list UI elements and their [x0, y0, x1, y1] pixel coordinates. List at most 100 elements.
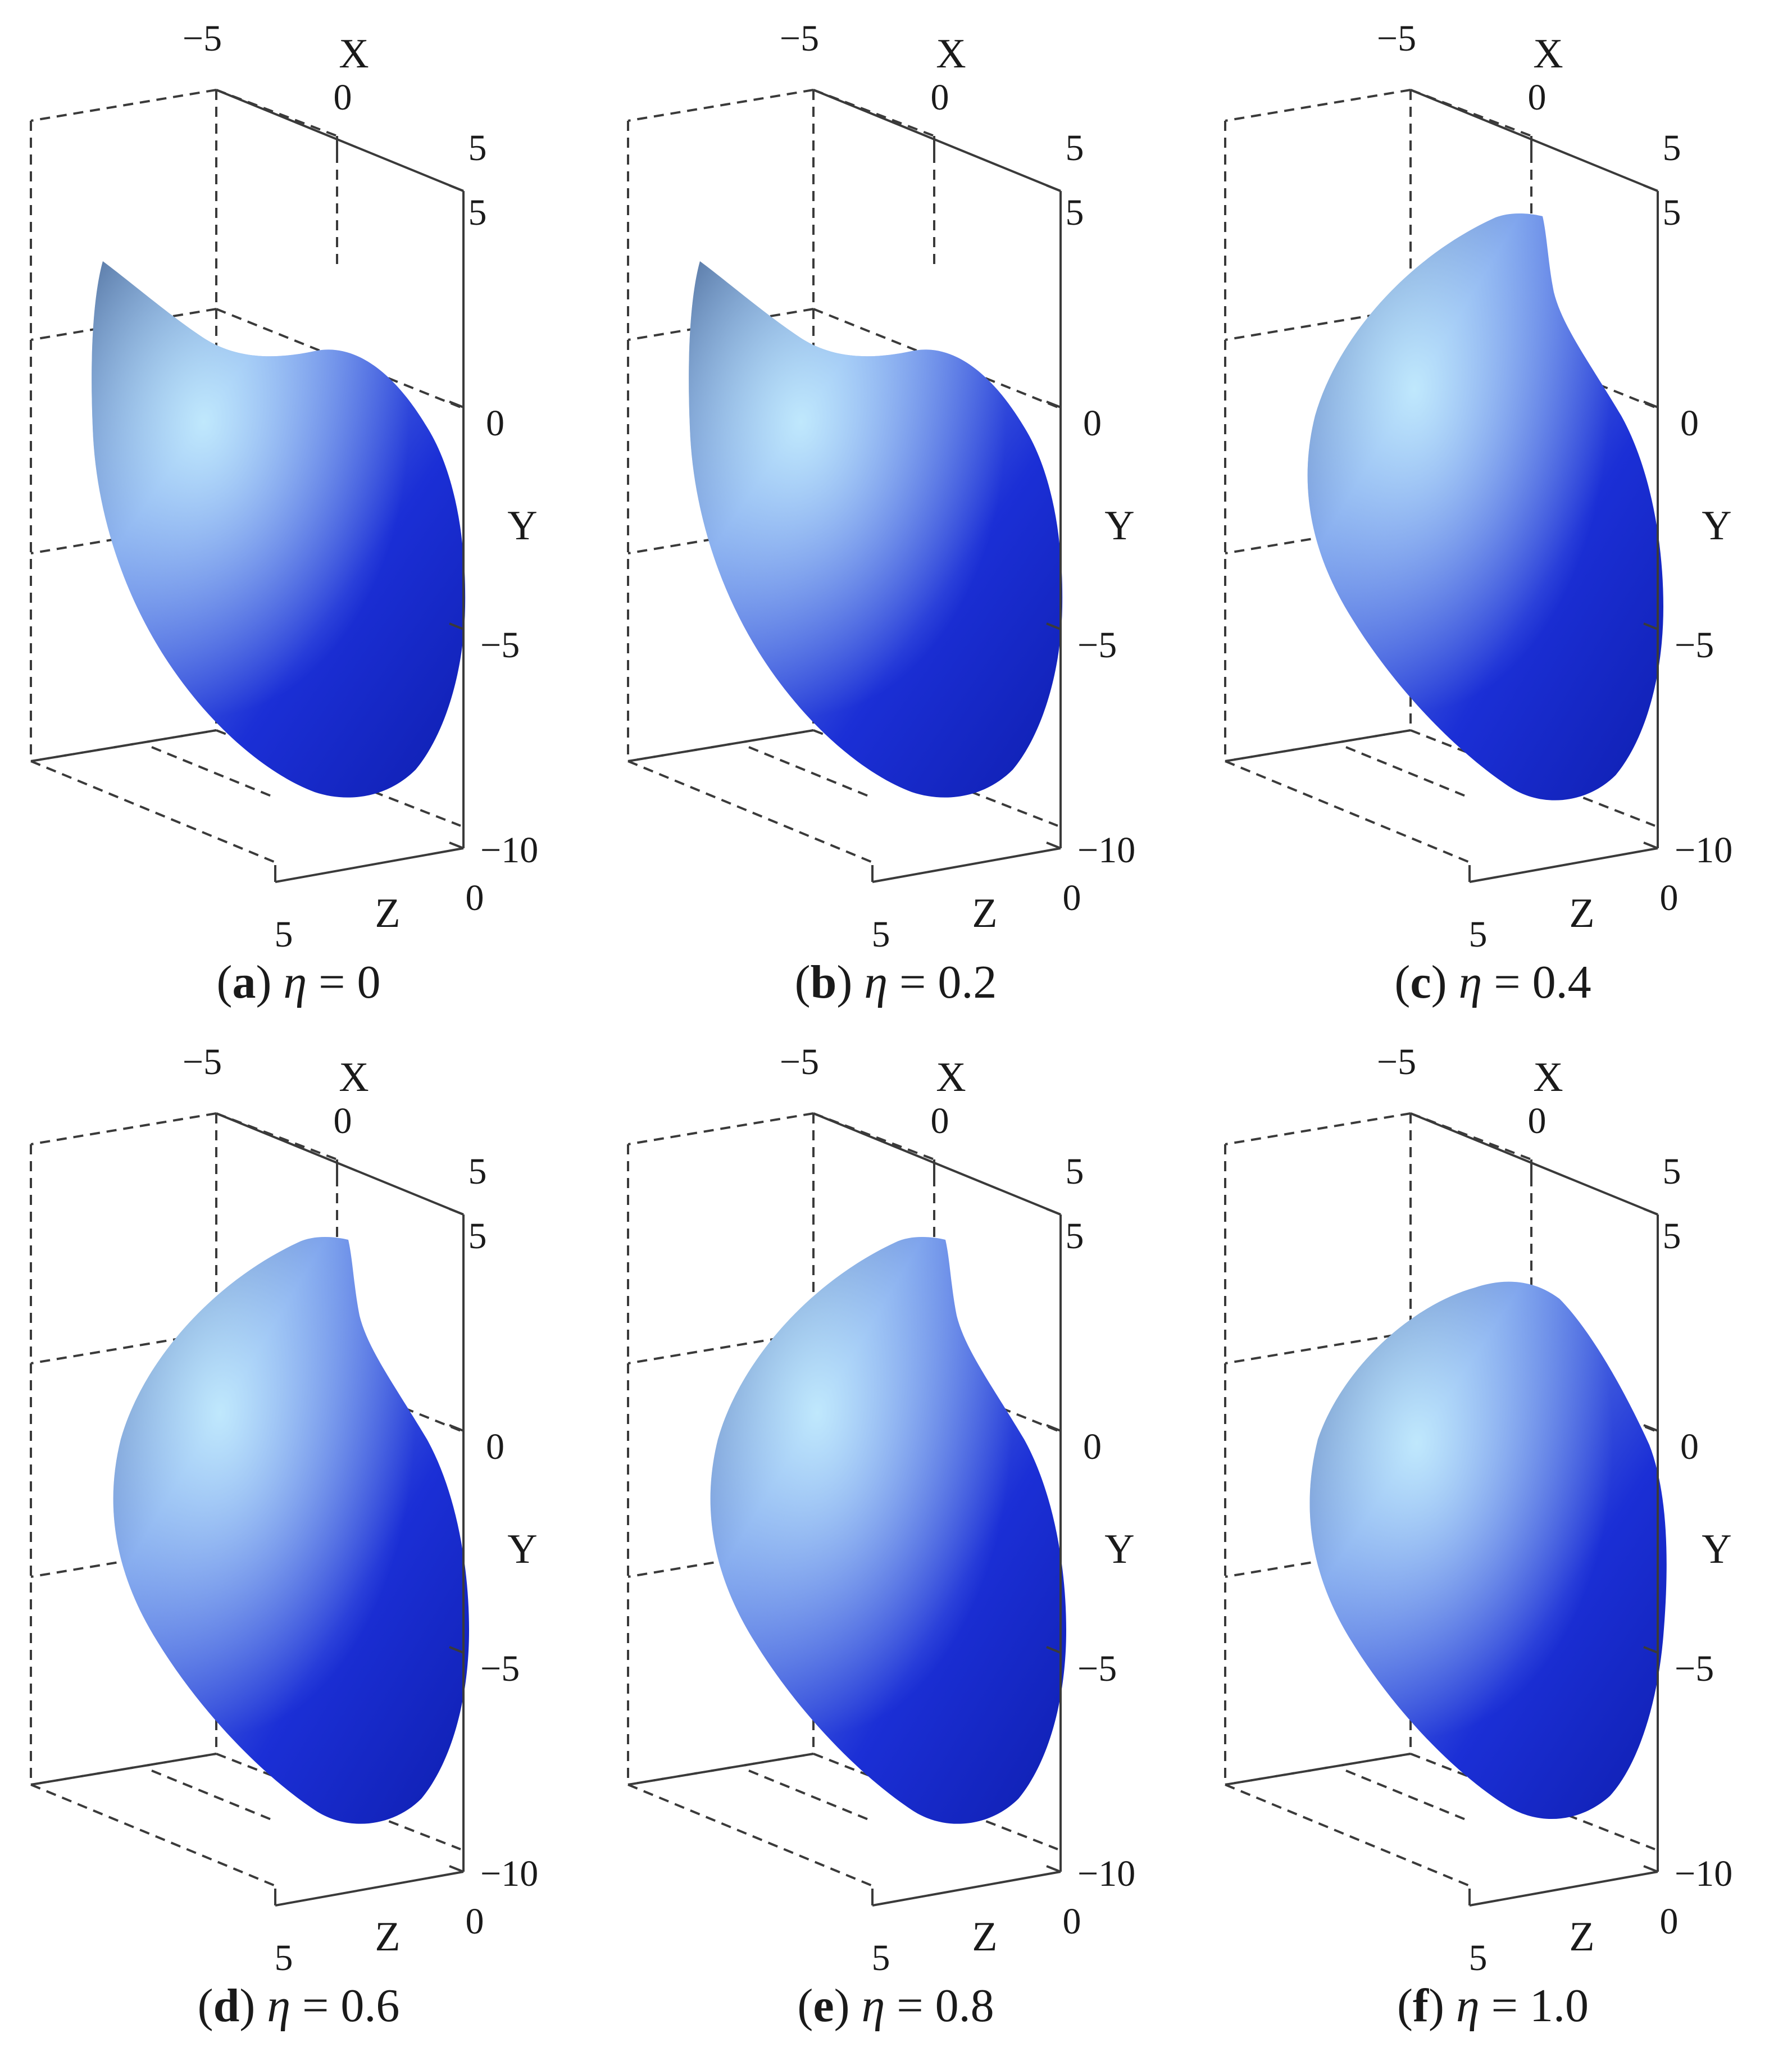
y-tick-label-neg10: −10	[480, 1853, 538, 1894]
y-tick-3	[1643, 841, 1658, 849]
y-axis-title: Y	[1702, 1526, 1731, 1572]
back-edge-top	[1225, 1112, 1411, 1145]
caption-paren-open: (	[1394, 956, 1411, 1008]
caption-paren-close: )	[1428, 1980, 1456, 2032]
y-tick-label-neg10: −10	[480, 830, 538, 871]
panel-c: −5 0 5 X 5 0 −5 −10 Y 5 0 Z (c) η = 0.4	[1194, 0, 1791, 1024]
y-tick-3	[1643, 1865, 1658, 1873]
x-axis	[813, 1112, 1061, 1216]
y-tick-label-neg10: −10	[1675, 830, 1732, 871]
z-tick-label-0: 0	[466, 1901, 484, 1942]
caption-paren-open: (	[797, 1980, 813, 2032]
caption-paren-open: (	[197, 1980, 213, 2032]
surface-highlight	[710, 1237, 1066, 1824]
caption-letter: b	[810, 956, 837, 1008]
caption-paren-close: )	[256, 956, 284, 1008]
z-axis-title: Z	[375, 890, 400, 936]
floor-edge-front	[1225, 1784, 1470, 1887]
y-tick-1	[449, 1424, 464, 1432]
caption-symbol: η	[864, 956, 888, 1008]
x-tick-label-5: 5	[1663, 1151, 1681, 1192]
y-tick-0	[1046, 1208, 1061, 1216]
caption-value: = 1.0	[1479, 1980, 1589, 2032]
y-tick-label-5: 5	[1663, 192, 1681, 233]
x-tick-label-5: 5	[469, 1151, 487, 1192]
y-tick-label-5: 5	[1066, 1216, 1084, 1257]
y-tick-label-0: 0	[1083, 1426, 1102, 1467]
y-axis-title: Y	[1702, 503, 1731, 549]
y-tick-1	[1046, 401, 1061, 408]
floor-edge-front	[30, 760, 276, 863]
surface-highlight	[1309, 1281, 1667, 1819]
y-tick-label-neg5: −5	[1675, 625, 1714, 666]
y-tick-3	[1046, 841, 1061, 849]
y-tick-0	[449, 184, 464, 192]
floor-gridline	[748, 746, 873, 799]
z-tick-label-0: 0	[1063, 1901, 1081, 1942]
z-axis	[1469, 1871, 1658, 1907]
z-axis	[275, 1871, 464, 1907]
floor-gridline	[151, 1769, 276, 1822]
y-tick-2	[1046, 622, 1061, 630]
y-axis-title: Y	[1104, 1526, 1134, 1572]
z-tick-label-5: 5	[872, 914, 890, 955]
caption-value: = 0	[307, 956, 381, 1008]
x-axis	[1410, 89, 1658, 192]
back-edge-top	[627, 1112, 814, 1145]
floor-edge-front	[1225, 760, 1470, 863]
x-axis-title: X	[1533, 31, 1563, 77]
panel-caption: (f) η = 1.0	[1194, 1978, 1791, 2033]
caption-value: = 0.4	[1482, 956, 1591, 1008]
x-axis-title: X	[339, 1054, 369, 1100]
surface-highlight	[689, 261, 1063, 798]
plot-3d-c: −5 0 5 X 5 0 −5 −10 Y 5 0 Z	[1224, 18, 1732, 955]
z-tick-label-0: 0	[1660, 1901, 1679, 1942]
gridline-left-0	[627, 1331, 814, 1364]
z-axis	[1469, 847, 1658, 883]
panel-b: −5 0 5 X 5 0 −5 −10 Y 5 0 Z (b) η = 0.2	[597, 0, 1194, 1024]
gridline-left-0	[1225, 1331, 1411, 1364]
panel-d: −5 0 5 X 5 0 −5 −10 Y 5 0 Z (d) η = 0.6	[0, 1024, 597, 2047]
x-axis	[216, 89, 464, 192]
floor-gridline	[1345, 1769, 1470, 1822]
back-edge-top	[1225, 89, 1411, 122]
caption-paren-open: (	[1397, 1980, 1413, 2032]
y-tick-label-5: 5	[1663, 1216, 1681, 1257]
gridline-back-1	[216, 1331, 461, 1432]
y-tick-label-0: 0	[1680, 1426, 1699, 1467]
gridline-back-1	[216, 308, 461, 408]
y-tick-3	[1046, 1865, 1061, 1873]
floor-gridline	[1345, 746, 1470, 799]
plot-3d-a: −5 0 5 X 5 0 −5 −10 Y 5 0 Z	[30, 18, 538, 955]
gridline-back-1	[813, 1331, 1058, 1432]
x-tick-label-5: 5	[469, 128, 487, 169]
x-tick-label-5: 5	[1066, 128, 1084, 169]
floor-edge-front	[30, 1784, 276, 1887]
caption-symbol: η	[267, 1980, 290, 2032]
x-tick-label-neg5: −5	[780, 18, 819, 59]
x-tick-label-0: 0	[931, 1100, 949, 1141]
gridline-left-0	[30, 1331, 217, 1364]
z-tick-label-5: 5	[275, 914, 293, 955]
z-tick-label-0: 0	[1063, 877, 1081, 918]
x-tick-label-0: 0	[334, 1100, 352, 1141]
caption-value: = 0.8	[885, 1980, 994, 2032]
gridline-left-2	[30, 729, 217, 762]
y-tick-2	[1046, 1646, 1061, 1654]
plot-3d-b: −5 0 5 X 5 0 −5 −10 Y 5 0 Z	[627, 18, 1135, 955]
y-tick-0	[1643, 1208, 1658, 1216]
y-tick-3	[449, 1865, 464, 1873]
y-tick-0	[449, 1208, 464, 1216]
gridline-back-2	[1410, 729, 1655, 827]
z-tick-label-5: 5	[1469, 1937, 1488, 1978]
caption-value: = 0.2	[887, 956, 997, 1008]
x-tick-label-neg5: −5	[1377, 1041, 1416, 1082]
gridline-back-2	[1410, 1753, 1655, 1850]
y-tick-label-neg5: −5	[1077, 1648, 1117, 1689]
surface-highlight	[113, 1237, 469, 1824]
gridline-back-1	[1410, 308, 1655, 408]
x-axis	[216, 1112, 464, 1216]
gridline-back-2	[216, 1753, 461, 1850]
y-tick-1	[1643, 1424, 1658, 1432]
